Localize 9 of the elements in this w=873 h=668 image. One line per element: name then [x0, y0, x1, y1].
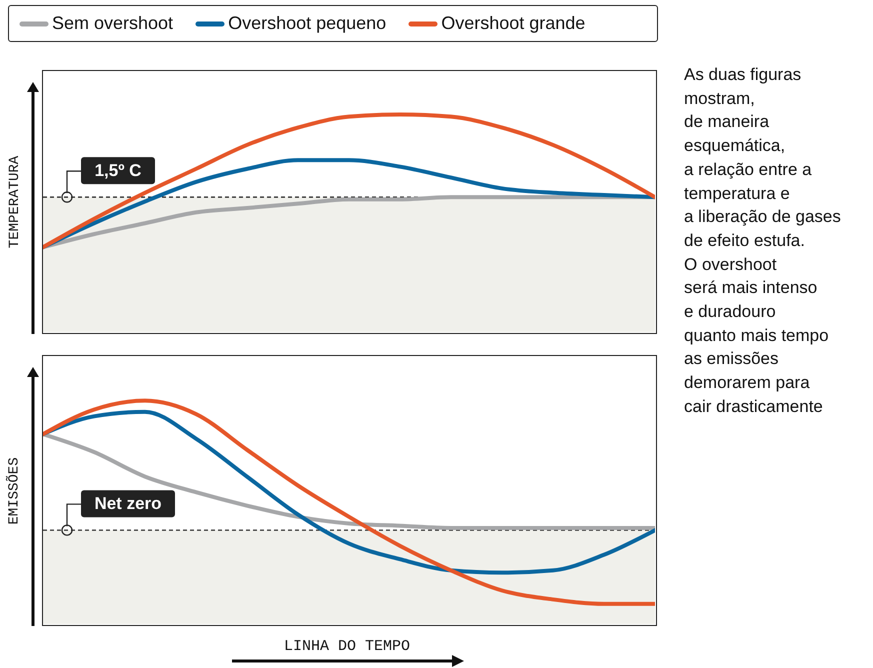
- legend-label: Sem overshoot: [52, 13, 174, 34]
- y-axis-title: TEMPERATURA: [7, 156, 24, 248]
- x-axis-title: LINHA DO TEMPO: [282, 638, 412, 655]
- legend-label: 1,5º C: [94, 161, 142, 180]
- y-axis-title: EMISSÕES: [7, 456, 23, 524]
- legend-label: Overshoot pequeno: [228, 13, 386, 34]
- text: As duas figuras mostram, de maneira esquemática, a relação entre a temperatura e a liberação de gases de efeito estufa. O overshoot será mais intenso e duradouro quanto mais tempo as emissões demorarem para cair drasticamente: [684, 65, 841, 416]
- legend-label: Overshoot grande: [441, 13, 586, 34]
- legend-label: Net zero: [94, 494, 162, 514]
